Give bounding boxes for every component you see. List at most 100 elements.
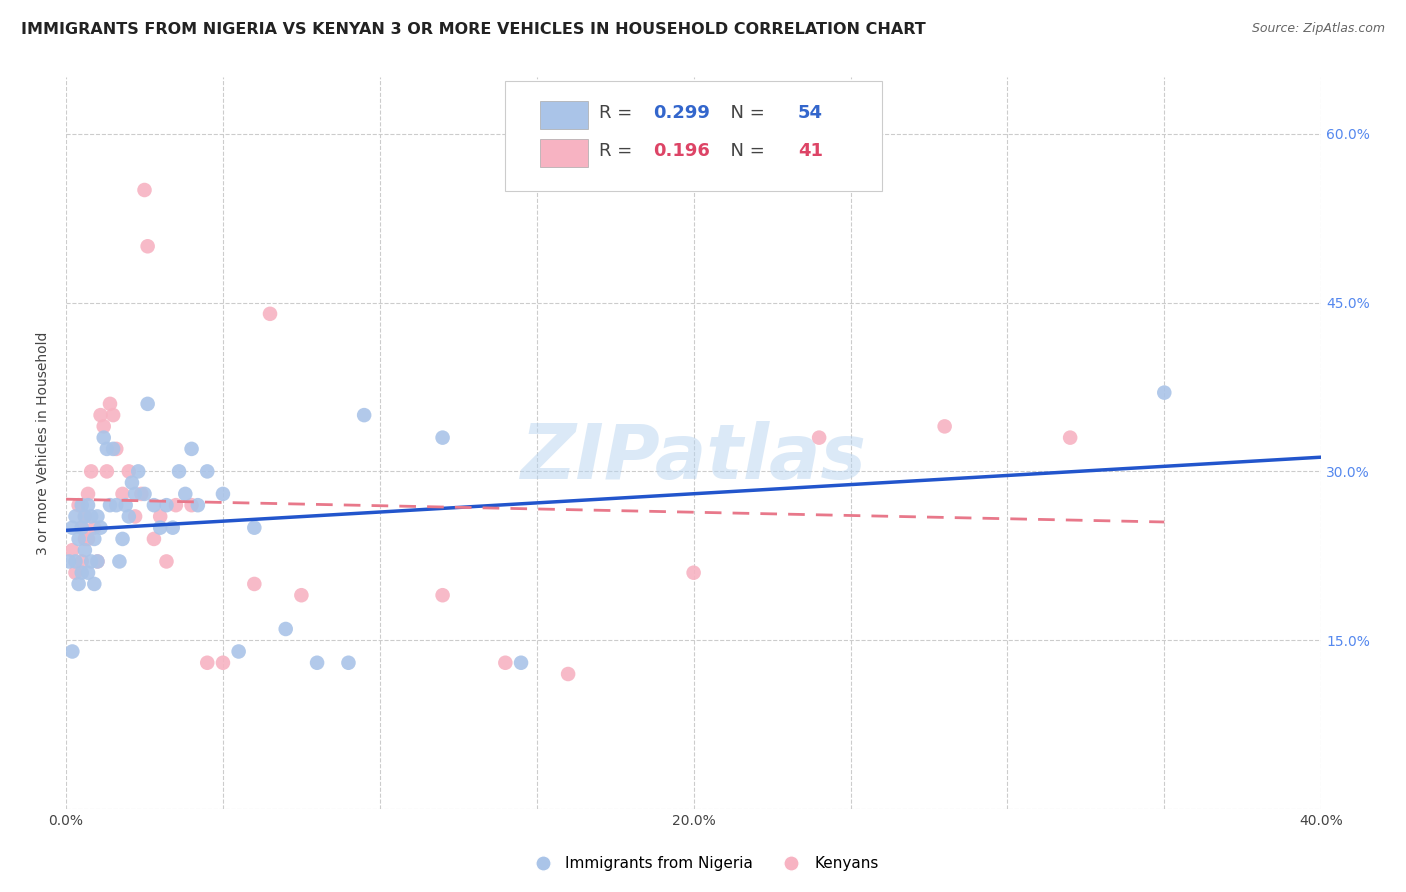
Point: [337, 656, 360, 670]
Text: Source: ZipAtlas.com: Source: ZipAtlas.com: [1251, 22, 1385, 36]
Text: 0.196: 0.196: [654, 142, 710, 160]
Point: [73, 509, 96, 524]
Point: [155, 498, 177, 512]
Text: 41: 41: [797, 142, 823, 160]
Point: [111, 532, 134, 546]
Point: [1059, 431, 1081, 445]
Point: [77, 498, 100, 512]
Point: [165, 498, 187, 512]
Point: [307, 656, 329, 670]
Point: [77, 532, 100, 546]
Point: [682, 566, 704, 580]
Point: [510, 656, 533, 670]
Point: [134, 487, 156, 501]
Point: [124, 487, 146, 501]
Point: [83, 521, 105, 535]
Point: [70, 521, 93, 535]
Point: [127, 464, 149, 478]
Point: [111, 487, 134, 501]
Text: N =: N =: [718, 103, 770, 121]
Point: [195, 464, 218, 478]
Point: [101, 408, 124, 422]
Y-axis label: 3 or more Vehicles in Household: 3 or more Vehicles in Household: [37, 332, 51, 555]
Point: [67, 532, 90, 546]
Point: [259, 307, 281, 321]
Point: [180, 498, 202, 512]
Point: [96, 464, 118, 478]
Point: [93, 431, 115, 445]
Point: [494, 656, 516, 670]
Point: [134, 183, 156, 197]
Point: [934, 419, 956, 434]
Point: [162, 521, 184, 535]
Point: [83, 532, 105, 546]
Point: [155, 554, 177, 568]
Point: [243, 521, 266, 535]
Point: [90, 521, 112, 535]
Point: [80, 509, 103, 524]
Point: [105, 498, 128, 512]
Text: ZIPatlas: ZIPatlas: [520, 421, 866, 495]
Point: [353, 408, 375, 422]
Text: 54: 54: [797, 103, 823, 121]
Point: [142, 498, 165, 512]
Point: [174, 487, 197, 501]
Point: [80, 554, 103, 568]
FancyBboxPatch shape: [540, 139, 588, 167]
Point: [90, 408, 112, 422]
Point: [1153, 385, 1175, 400]
Point: [187, 498, 209, 512]
Point: [808, 431, 831, 445]
Point: [70, 566, 93, 580]
Point: [60, 521, 83, 535]
Point: [65, 509, 87, 524]
Point: [96, 442, 118, 456]
Point: [98, 397, 121, 411]
Point: [73, 543, 96, 558]
Point: [432, 431, 454, 445]
Point: [73, 532, 96, 546]
Point: [70, 521, 93, 535]
Point: [101, 442, 124, 456]
Point: [149, 509, 172, 524]
Point: [98, 498, 121, 512]
Point: [212, 487, 235, 501]
Point: [93, 419, 115, 434]
Point: [114, 498, 136, 512]
Text: R =: R =: [599, 142, 638, 160]
Point: [86, 554, 108, 568]
Point: [136, 397, 159, 411]
Point: [77, 487, 100, 501]
Point: [136, 239, 159, 253]
Point: [65, 566, 87, 580]
Point: [65, 554, 87, 568]
Text: 0.299: 0.299: [654, 103, 710, 121]
Point: [195, 656, 218, 670]
Point: [73, 509, 96, 524]
FancyBboxPatch shape: [505, 81, 882, 191]
FancyBboxPatch shape: [540, 101, 588, 128]
Point: [80, 464, 103, 478]
Point: [290, 588, 312, 602]
Point: [167, 464, 190, 478]
Point: [228, 644, 250, 658]
Point: [70, 498, 93, 512]
Point: [60, 543, 83, 558]
Text: R =: R =: [599, 103, 638, 121]
Point: [83, 577, 105, 591]
Legend: R = 0.299   N = 54, R = 0.196   N = 41: R = 0.299 N = 54, R = 0.196 N = 41: [540, 87, 772, 161]
Point: [58, 554, 80, 568]
Legend: Immigrants from Nigeria, Kenyans: Immigrants from Nigeria, Kenyans: [522, 850, 884, 877]
Point: [77, 566, 100, 580]
Point: [86, 509, 108, 524]
Point: [274, 622, 297, 636]
Point: [557, 667, 579, 681]
Text: N =: N =: [718, 142, 770, 160]
Point: [124, 509, 146, 524]
Point: [118, 464, 141, 478]
Point: [67, 577, 90, 591]
Point: [108, 554, 131, 568]
Point: [149, 521, 172, 535]
Point: [70, 554, 93, 568]
Point: [243, 577, 266, 591]
